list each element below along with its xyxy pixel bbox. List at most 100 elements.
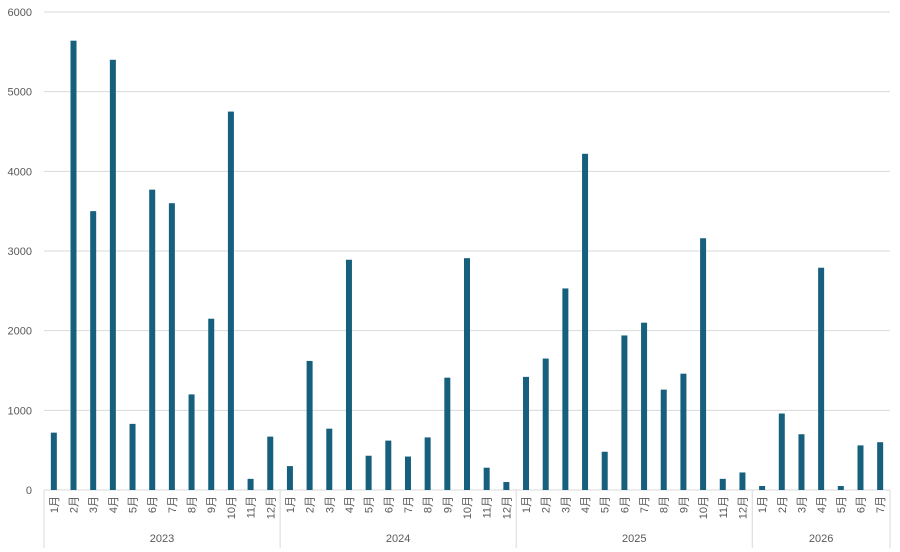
bar bbox=[641, 322, 648, 490]
bar bbox=[660, 389, 667, 490]
bar bbox=[582, 153, 589, 490]
bar bbox=[857, 445, 864, 490]
x-tick-label: 7月 bbox=[403, 496, 415, 513]
bar bbox=[759, 486, 766, 490]
x-tick-label: 8月 bbox=[423, 496, 435, 513]
x-tick-label: 10月 bbox=[226, 496, 238, 519]
x-tick-label: 12月 bbox=[265, 496, 277, 519]
y-tick-label: 4000 bbox=[8, 166, 32, 178]
y-axis-tick-labels: 0 1000 2000 3000 4000 5000 6000 bbox=[8, 7, 32, 497]
bar bbox=[877, 442, 884, 490]
bar bbox=[483, 467, 490, 490]
x-tick-label: 11月 bbox=[482, 496, 494, 518]
y-tick-label: 0 bbox=[26, 485, 32, 497]
bar bbox=[621, 335, 628, 490]
bar bbox=[90, 211, 97, 490]
bar bbox=[227, 111, 234, 490]
x-tick-label: 7月 bbox=[639, 496, 651, 513]
bar bbox=[818, 267, 825, 490]
x-tick-label: 2月 bbox=[541, 496, 553, 513]
x-tick-label: 8月 bbox=[187, 496, 199, 513]
bar bbox=[700, 238, 707, 490]
x-tick-label: 10月 bbox=[698, 496, 710, 519]
bar bbox=[345, 259, 352, 490]
x-tick-label: 12月 bbox=[501, 496, 513, 519]
y-tick-label: 5000 bbox=[8, 87, 32, 99]
x-tick-label: 11月 bbox=[718, 496, 730, 518]
x-tick-label: 6月 bbox=[855, 496, 867, 513]
x-tick-label: 7月 bbox=[875, 496, 887, 513]
x-tick-label: 7月 bbox=[167, 496, 179, 513]
x-tick-label: 2月 bbox=[305, 496, 317, 513]
y-tick-label: 3000 bbox=[8, 246, 32, 258]
bar bbox=[680, 373, 687, 490]
year-label: 2024 bbox=[386, 533, 410, 545]
bar bbox=[503, 482, 510, 490]
x-tick-label: 4月 bbox=[816, 496, 828, 513]
bar bbox=[798, 434, 805, 490]
x-tick-label: 9月 bbox=[678, 496, 690, 513]
x-tick-label: 6月 bbox=[383, 496, 395, 513]
bar bbox=[424, 437, 431, 490]
x-tick-label: 2月 bbox=[777, 496, 789, 513]
bar bbox=[464, 258, 470, 490]
x-tick-label: 1月 bbox=[49, 496, 61, 513]
x-tick-label: 1月 bbox=[757, 496, 769, 513]
bar bbox=[129, 423, 136, 490]
x-tick-label: 4月 bbox=[344, 496, 356, 513]
y-tick-label: 1000 bbox=[8, 405, 32, 417]
x-tick-label: 6月 bbox=[619, 496, 631, 513]
bar bbox=[778, 413, 785, 490]
x-tick-label: 5月 bbox=[128, 496, 140, 513]
bar bbox=[306, 360, 313, 490]
x-tick-label: 9月 bbox=[206, 496, 218, 513]
x-tick-label: 3月 bbox=[560, 496, 572, 513]
bar bbox=[168, 203, 175, 490]
x-tick-label: 5月 bbox=[364, 496, 376, 513]
x-tick-label: 12月 bbox=[737, 496, 749, 519]
bar bbox=[149, 189, 156, 490]
bar bbox=[601, 451, 608, 490]
x-tick-label: 1月 bbox=[285, 496, 297, 513]
bar bbox=[247, 478, 254, 490]
bar bbox=[562, 288, 569, 490]
x-tick-label: 5月 bbox=[836, 496, 848, 513]
x-tick-label: 8月 bbox=[659, 496, 671, 513]
x-axis-labels: 1月 2月 3月 4月 5月 6月 7月 8月 9月 10月 11月 12月 1月 2月 3月 4月 5月 6月 7… bbox=[43, 490, 891, 548]
year-label: 2023 bbox=[150, 533, 174, 545]
x-tick-label: 10月 bbox=[462, 496, 474, 519]
bars bbox=[50, 40, 884, 491]
x-tick-label: 4月 bbox=[580, 496, 592, 513]
bar bbox=[404, 456, 411, 490]
bar bbox=[208, 318, 215, 490]
x-tick-label: 3月 bbox=[88, 496, 100, 513]
x-tick-label: 1月 bbox=[521, 496, 533, 513]
x-tick-label: 3月 bbox=[324, 496, 336, 513]
x-tick-label: 4月 bbox=[108, 496, 120, 513]
x-tick-label: 9月 bbox=[442, 496, 454, 513]
x-tick-label: 2月 bbox=[69, 496, 81, 513]
bar bbox=[326, 428, 333, 490]
bar bbox=[719, 478, 726, 490]
bar bbox=[188, 394, 195, 490]
bar bbox=[286, 466, 293, 490]
bar bbox=[385, 440, 392, 490]
bar bbox=[542, 358, 549, 490]
bar bbox=[365, 455, 372, 490]
x-tick-label: 11月 bbox=[246, 496, 258, 518]
bar bbox=[109, 59, 116, 491]
bar bbox=[50, 432, 57, 490]
year-label: 2025 bbox=[622, 533, 646, 545]
bar bbox=[837, 486, 844, 490]
bar bbox=[70, 40, 77, 491]
x-tick-label: 5月 bbox=[600, 496, 612, 513]
x-tick-label: 3月 bbox=[796, 496, 808, 513]
y-tick-label: 2000 bbox=[8, 326, 32, 338]
bar bbox=[523, 376, 530, 490]
bar bbox=[739, 472, 746, 490]
bar bbox=[267, 436, 274, 490]
y-tick-label: 6000 bbox=[8, 7, 32, 19]
year-label: 2026 bbox=[809, 533, 833, 545]
bar bbox=[444, 377, 451, 490]
